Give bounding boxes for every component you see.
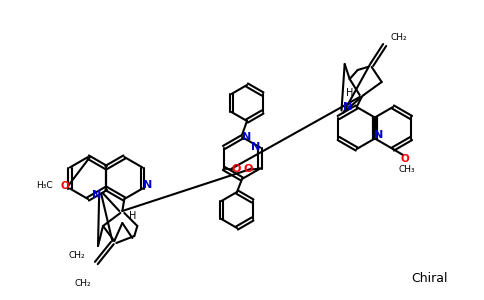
Text: O: O xyxy=(401,154,409,164)
Text: O: O xyxy=(231,164,241,175)
Text: Chiral: Chiral xyxy=(412,272,448,284)
Text: CH₂: CH₂ xyxy=(68,250,85,260)
Text: N: N xyxy=(374,130,383,140)
Text: N: N xyxy=(91,190,101,200)
Text: N: N xyxy=(143,181,152,190)
Text: CH₃: CH₃ xyxy=(399,164,415,173)
Text: CH₂: CH₂ xyxy=(74,278,91,287)
Text: N: N xyxy=(242,132,252,142)
Text: H₃C: H₃C xyxy=(36,182,53,190)
Text: N: N xyxy=(343,103,352,112)
Text: O: O xyxy=(60,181,69,191)
Text: N: N xyxy=(251,142,260,152)
Text: O: O xyxy=(243,164,253,175)
Text: CH₂: CH₂ xyxy=(391,32,407,41)
Text: H: H xyxy=(129,211,136,221)
Text: H: H xyxy=(346,88,353,98)
